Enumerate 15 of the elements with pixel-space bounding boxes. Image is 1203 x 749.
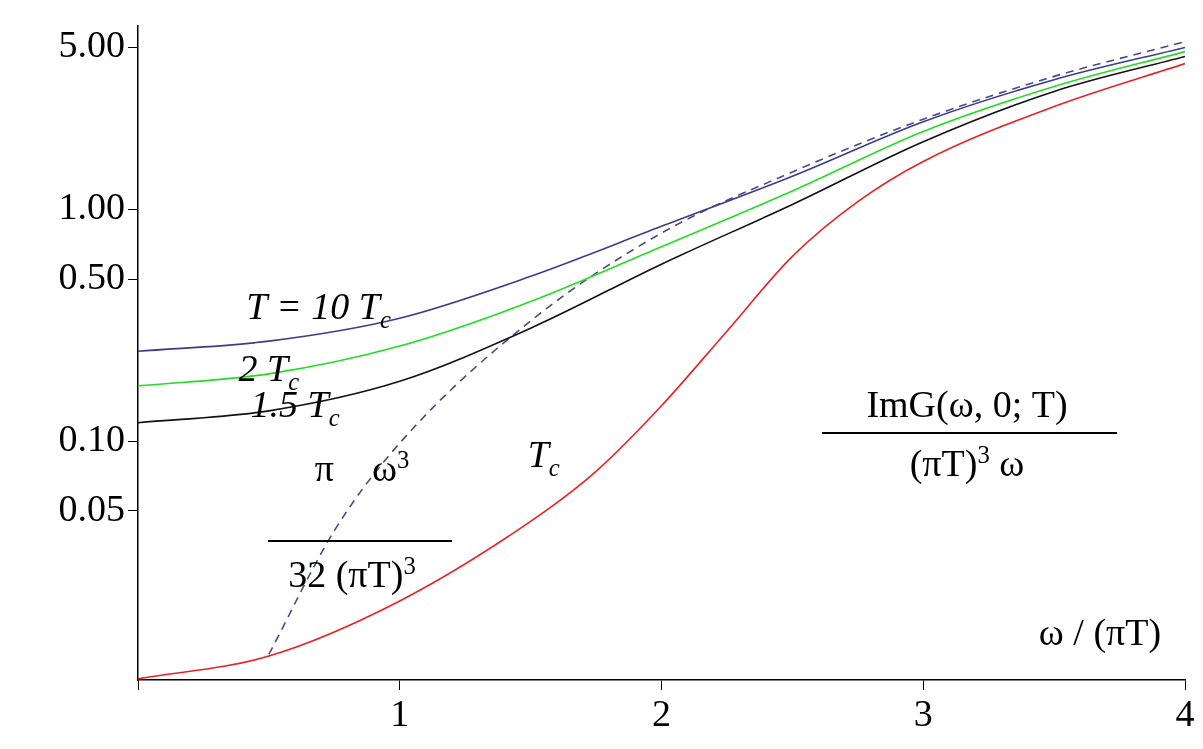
y-tick-label: 0.05 (58, 486, 125, 529)
y-tick-label: 5.00 (58, 23, 125, 66)
y-tick-label: 0.50 (58, 255, 125, 298)
x-tick-label: 1 (390, 691, 410, 734)
x-axis-title: ω / (πT) (1038, 610, 1162, 654)
series-label: T$_{c}$ (527, 432, 560, 483)
y-tick-label: 1.00 (58, 185, 125, 228)
annotation: π ω$^{3}$ (314, 445, 410, 491)
x-tick-label: 3 (913, 691, 933, 734)
x-tick-label: 2 (652, 691, 671, 734)
annotation: 32 (πT)$^{3}$ (288, 551, 416, 597)
annotation: (πT)$^{3}$ ω (909, 440, 1025, 486)
annotation: ImG(ω, 0; T) (866, 382, 1068, 426)
x-tick-label: 4 (1175, 691, 1195, 734)
y-tick-label: 0.10 (58, 417, 125, 460)
